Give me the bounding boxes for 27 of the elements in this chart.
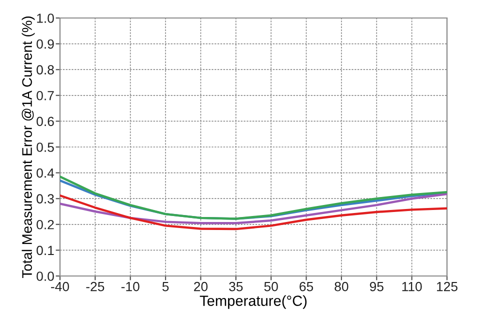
y-tick-label: 0.4 <box>36 168 54 178</box>
y-tick-label: 1.0 <box>37 14 54 23</box>
x-tick-label: 35 <box>229 282 243 292</box>
y-tick-label: 0.0 <box>36 272 54 281</box>
x-tick-label: 125 <box>437 282 458 292</box>
line-series <box>60 192 447 224</box>
x-tick-label: 110 <box>402 282 422 292</box>
y-tick-label: 0.8 <box>36 65 54 75</box>
x-tick-label: 65 <box>300 282 314 292</box>
x-tick-label: 95 <box>370 282 384 292</box>
x-tick-label: -40 <box>51 282 70 292</box>
x-axis-title: Temperature(°C) <box>200 295 307 309</box>
y-axis-title: Total Measurement Error @1A Current (%) <box>22 16 35 278</box>
y-tick-label: 0.1 <box>36 246 54 256</box>
y-tick-label: 0.6 <box>36 116 54 126</box>
y-tick-label: 0.2 <box>36 220 54 230</box>
x-tick-label: 20 <box>194 282 208 292</box>
x-tick-label: -25 <box>86 282 104 292</box>
x-tick-label: 80 <box>334 282 348 292</box>
y-tick-label: 0.5 <box>36 142 54 152</box>
x-tick-label: 5 <box>162 282 169 292</box>
y-tick-label: 0.7 <box>36 90 54 100</box>
x-tick-label: -10 <box>121 282 140 292</box>
line-series <box>60 194 447 230</box>
x-tick-label: 50 <box>264 282 278 292</box>
y-tick-label: 0.3 <box>36 194 54 204</box>
y-tick-label: 0.9 <box>36 39 54 49</box>
